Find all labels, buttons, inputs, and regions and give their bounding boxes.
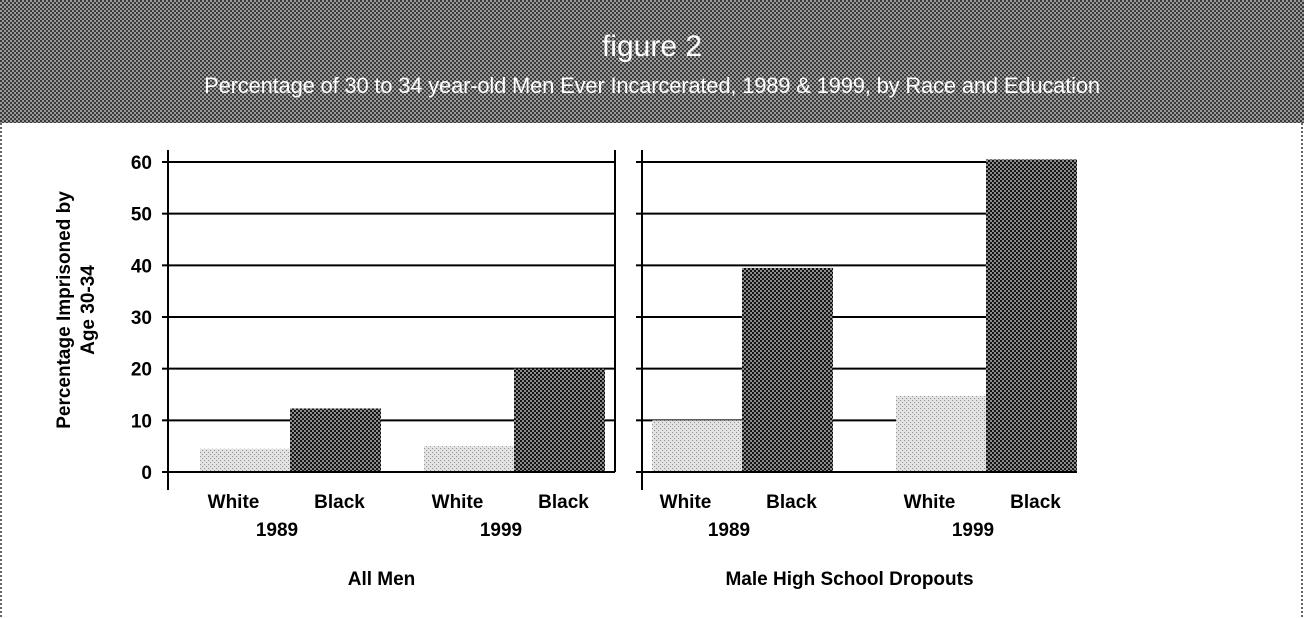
bar-black-1999 <box>986 159 1077 472</box>
figure-banner <box>0 0 1304 123</box>
y-tick-label: 10 <box>131 411 152 432</box>
x-tick-label: White <box>904 492 956 513</box>
bar-white-1989 <box>652 420 743 472</box>
x-tick-label: Black <box>314 492 365 513</box>
x-tick-label: Black <box>538 492 589 513</box>
y-tick-label: 20 <box>131 360 152 381</box>
bars <box>200 159 1077 472</box>
year-label: 1999 <box>480 520 522 541</box>
y-tick-label: 50 <box>131 205 152 226</box>
year-label: 1989 <box>256 520 298 541</box>
figure-number: figure 2 <box>601 30 703 63</box>
bar-white-1999 <box>896 396 987 472</box>
y-tick-label: 40 <box>131 256 152 277</box>
bar-white-1999 <box>424 446 515 472</box>
panel-label: All Men <box>348 569 416 590</box>
x-tick-label: White <box>432 492 484 513</box>
axes <box>162 150 1077 490</box>
y-tick-label: 60 <box>131 153 152 174</box>
labels: White Black 1989 White Black 1999 All Men White… <box>54 153 1061 590</box>
x-tick-label: Black <box>766 492 817 513</box>
y-tick-label: 0 <box>141 463 152 484</box>
x-tick-label: White <box>660 492 712 513</box>
figure-title: Percentage of 30 to 34 year-old Men Ever… <box>204 73 1100 98</box>
panel-label: Male High School Dropouts <box>725 569 973 590</box>
bar-black-1989 <box>742 267 833 472</box>
bar-white-1989 <box>200 448 291 472</box>
bar-black-1989 <box>290 408 381 472</box>
year-label: 1989 <box>708 520 750 541</box>
y-axis-label: Percentage Imprisoned by <box>54 191 75 429</box>
y-tick-label: 30 <box>131 308 152 329</box>
year-label: 1999 <box>952 520 994 541</box>
bar-black-1999 <box>514 368 605 472</box>
gridlines <box>168 161 1077 422</box>
x-tick-label: White <box>208 492 260 513</box>
x-tick-label: Black <box>1010 492 1061 513</box>
y-axis-label: Age 30-34 <box>78 265 99 355</box>
